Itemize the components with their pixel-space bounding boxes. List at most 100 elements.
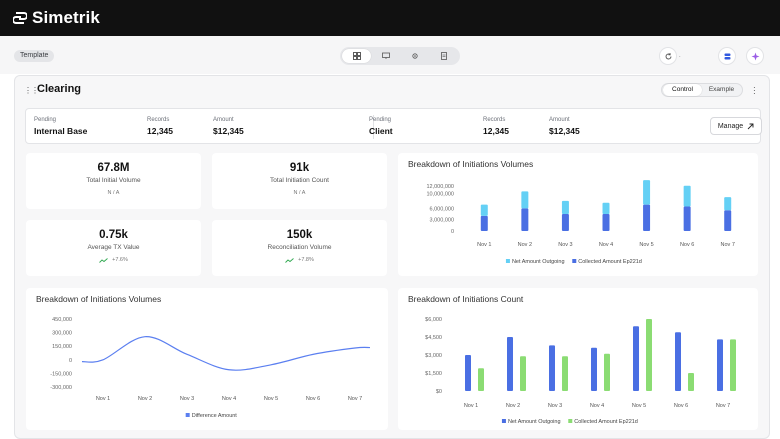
y-tick-label: 0 — [69, 358, 72, 364]
bar-net-amount-outgoing — [591, 347, 597, 391]
y-tick-label: 12,000,000 — [426, 184, 454, 190]
chart-title: Breakdown of Initiations Volumes — [36, 294, 162, 304]
internal-records: Records 12,345 — [147, 117, 173, 136]
x-tick-label: Nov 6 — [306, 396, 320, 402]
refresh-control — [659, 47, 677, 65]
bar-net-amount-outgoing — [465, 355, 471, 391]
chart-card-initiations-volumes-line: Breakdown of Initiations Volumes 450,000… — [26, 288, 388, 430]
bar-net-amount-outgoing — [561, 200, 569, 215]
x-tick-label: Nov 6 — [680, 242, 694, 248]
manage-label: Manage — [717, 122, 744, 130]
pending-label: Pending — [34, 117, 57, 123]
records-value: 12,345 — [147, 126, 173, 136]
app-logo[interactable]: Simetrik — [13, 8, 100, 28]
amount-label: Amount — [213, 117, 234, 123]
document-view-tab[interactable] — [429, 49, 458, 63]
y-tick-label: 150,000 — [52, 344, 72, 350]
chart-title: Breakdown of Initiations Count — [408, 294, 524, 304]
grid-icon — [352, 52, 361, 60]
drag-handle-icon[interactable]: ⋮⋮ — [24, 86, 39, 95]
simetrik-app-button[interactable] — [718, 47, 736, 65]
dashboard-view-tab[interactable] — [342, 49, 371, 63]
y-tick-label: $3,000 — [425, 353, 442, 359]
legend-swatch — [572, 259, 577, 263]
template-chip[interactable]: Template — [14, 50, 55, 62]
amount-value: $12,345 — [213, 126, 244, 136]
legend-label: Collected Amount Ep221d — [578, 259, 642, 265]
x-tick-label: Nov 4 — [222, 396, 236, 402]
chart-title: Breakdown of Initiations Volumes — [408, 159, 534, 169]
client-pending: Pending Client — [369, 117, 393, 136]
pending-label: Pending — [369, 117, 392, 123]
bar-collected-amount-ep221d — [521, 208, 529, 231]
bar-net-amount-outgoing — [521, 191, 529, 209]
legend-label: Net Amount Outgoing — [508, 419, 561, 425]
bar-collected-amount-ep221d — [643, 204, 651, 231]
legend-label: Net Amount Outgoing — [512, 259, 565, 265]
bar-net-amount-outgoing — [507, 337, 513, 391]
line-chart: 450,000 300,000 150,000 0 -150,000 -300,000 No… — [50, 317, 371, 419]
monitor-view-tab[interactable] — [371, 49, 400, 63]
y-tick-label: -150,000 — [50, 371, 72, 377]
kpi-trend: +7.6% — [26, 257, 201, 263]
bar-collected-amount-ep221d — [561, 214, 569, 231]
summary-divider — [373, 115, 374, 139]
legend-label: Difference Amount — [192, 413, 238, 419]
summary-bar: Pending Internal Base Records 12,345 Amo… — [25, 108, 762, 144]
bar-net-amount-outgoing — [549, 345, 555, 391]
refresh-button[interactable] — [659, 47, 677, 65]
ai-assistant-button[interactable] — [746, 47, 764, 65]
settings-view-tab[interactable] — [400, 49, 429, 63]
client-amount: Amount $12,345 — [549, 117, 580, 136]
y-tick-label: 0 — [451, 229, 454, 235]
mode-option-control[interactable]: Control — [663, 84, 702, 96]
kpi-card-total-initiation-count: 91k Total Initiation Count N / A — [212, 153, 387, 209]
kpi-value: 67.8M — [97, 162, 130, 174]
kpi-trend-value: +7.6% — [112, 257, 128, 263]
pending-value: Internal Base — [34, 126, 88, 136]
x-tick-label: Nov 6 — [674, 403, 688, 409]
module-header: ⋮⋮ Clearing Control Example · · · — [15, 76, 769, 104]
kpi-card-reconciliation-volume: 150k Reconciliation Volume +7.8% — [212, 220, 387, 276]
bar-collected-amount-ep221d — [730, 339, 736, 391]
bar-net-amount-outgoing — [683, 185, 691, 207]
bar-collected-amount-ep221d — [646, 319, 652, 391]
kpi-sub: N / A — [293, 190, 306, 196]
x-tick-label: Nov 7 — [716, 403, 730, 409]
gear-icon — [411, 53, 418, 59]
y-tick-label: 10,000,000 — [426, 191, 454, 197]
kpi-label: Reconciliation Volume — [267, 244, 332, 251]
kpi-card-total-initial-volume: 67.8M Total Initial Volume N / A — [26, 153, 201, 209]
trend-up-icon — [285, 257, 294, 263]
clearing-module: ⋮⋮ Clearing Control Example · · · Pending … — [14, 75, 770, 439]
bar-net-amount-outgoing — [643, 180, 651, 205]
legend-swatch — [185, 413, 190, 417]
bar-net-amount-outgoing — [480, 204, 488, 216]
bar-collected-amount-ep221d — [602, 214, 610, 231]
bar-net-amount-outgoing — [724, 197, 732, 211]
app-name: Simetrik — [32, 8, 100, 27]
y-tick-label: $4,500 — [425, 335, 442, 341]
x-tick-label: Nov 3 — [180, 396, 194, 402]
x-tick-label: Nov 1 — [464, 403, 478, 409]
records-label: Records — [147, 117, 170, 123]
mode-option-example[interactable]: Example — [708, 86, 735, 93]
manage-button[interactable]: Manage — [710, 117, 762, 135]
x-tick-label: Nov 1 — [96, 396, 110, 402]
refresh-icon — [665, 52, 671, 59]
bar-collected-amount-ep221d — [562, 356, 568, 391]
bar-net-amount-outgoing — [602, 202, 610, 215]
bar-net-amount-outgoing — [675, 332, 681, 391]
toolbar-extra-value: . — [679, 53, 681, 59]
x-tick-label: Nov 4 — [590, 403, 604, 409]
y-tick-label: 6,000,000 — [430, 206, 454, 212]
more-options-icon[interactable]: · · · — [753, 83, 756, 98]
chart-card-initiations-count: Breakdown of Initiations Count $6,000 $4,… — [398, 288, 758, 430]
bar-collected-amount-ep221d — [688, 373, 694, 391]
x-tick-label: Nov 2 — [518, 242, 532, 248]
y-tick-label: -300,000 — [50, 385, 72, 391]
legend-swatch — [501, 419, 506, 423]
records-value: 12,345 — [483, 126, 509, 136]
y-tick-label: $6,000 — [425, 317, 442, 323]
